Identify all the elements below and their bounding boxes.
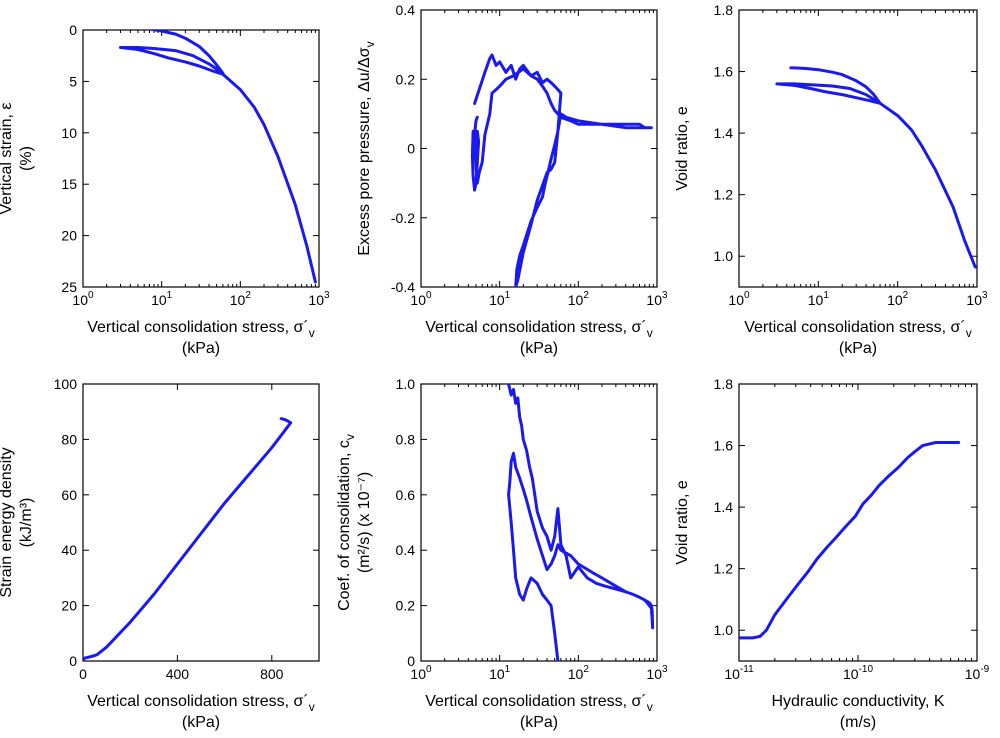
y-tick-label: 15 [61,176,77,192]
y-tick-label: 0 [407,141,415,157]
y-tick-label: -0.2 [391,210,415,226]
y-tick-label: 1.4 [714,125,734,141]
x-tick-label: 0 [79,666,87,682]
x-axis-label: (m/s) [840,714,876,731]
y-tick-label: 1.0 [396,376,416,392]
panel-p6: 10-11 10-10 10-9 1.0 1.2 1.4 1.6 1.8 Hydraulic c… [674,376,990,731]
y-axis-label: Void ratio, e [674,480,691,565]
x-tick-label: 100 [410,290,432,308]
plot-frame [420,9,658,288]
y-axis-label: (%) [18,146,35,171]
y-tick-label: 1.2 [714,187,734,203]
y-tick-label: 80 [61,431,77,447]
x-tick-label: 10-10 [843,664,873,682]
y-tick-label: 0.2 [396,71,416,87]
x-tick-label: 101 [151,290,173,308]
data-series-line [470,53,653,287]
x-tick-label: 101 [489,664,511,682]
y-tick-label: 20 [61,598,77,614]
x-tick-label: 102 [568,664,590,682]
x-tick-label: 100 [72,290,94,308]
x-tick-label: 101 [489,290,511,308]
x-axis-label: Vertical consolidation stress, σ´v [87,319,315,340]
y-axis-label: (m²/s) (x 10⁻⁷) [356,472,373,573]
y-axis-label: Excess pore pressure, Δu/Δσv [356,41,377,255]
x-axis-label: (kPa) [182,714,220,731]
x-tick-label: 10-9 [965,664,990,682]
plot-frame [420,383,658,662]
panel-p3: 100 101 102 103 1.0 1.2 1.4 1.6 1.8 Vertical cons… [674,2,988,357]
x-tick-label: 103 [308,290,330,308]
y-axis-label: Strain energy density [0,447,15,597]
x-axis-label: Hydraulic conductivity, K [771,693,944,710]
y-axis-label: Void ratio, e [674,106,691,191]
plot-frame [738,383,978,662]
y-tick-label: 20 [61,228,77,244]
x-tick-label: 103 [646,664,668,682]
y-tick-label: 0.6 [396,487,416,503]
x-axis-label: (kPa) [182,340,220,357]
y-tick-label: 1.8 [714,2,734,18]
x-tick-label: 102 [230,290,252,308]
y-tick-label: 1.0 [714,622,734,638]
x-axis-label: Vertical consolidation stress, σ´v [425,693,653,714]
y-tick-label: 1.6 [714,64,734,80]
x-tick-label: 400 [166,666,190,682]
y-axis-label: Vertical strain, ε [0,102,15,214]
panel-p1: 100 101 102 103 0 5 10 15 20 25 Vertical consolida… [0,22,330,357]
y-tick-label: -0.4 [391,279,415,295]
panel-p2: 100 101 102 103 -0.4 -0.2 0 0.2 0.4 Vertical cons… [356,2,668,357]
y-tick-label: 1.6 [714,438,734,454]
x-axis-label: (kPa) [839,340,877,357]
y-tick-label: 1.2 [714,561,734,577]
x-axis-label: Vertical consolidation stress, σ´v [744,319,972,340]
x-axis-label: Vertical consolidation stress, σ´v [425,319,653,340]
data-series-line [119,30,317,284]
data-series-line [775,66,977,269]
x-axis-label: (kPa) [520,714,558,731]
y-tick-label: 40 [61,542,77,558]
x-tick-label: 100 [410,664,432,682]
panel-p4: 0 400 800 0 20 40 60 80 100 Vertical consolidatio… [0,376,320,731]
y-tick-label: 0 [407,653,415,669]
y-tick-label: 60 [61,487,77,503]
x-tick-label: 102 [568,290,590,308]
y-tick-label: 0 [69,22,77,38]
y-tick-label: 10 [61,125,77,141]
y-tick-label: 0.4 [396,542,416,558]
plot-frame [738,9,978,288]
y-axis-label: (kJ/m³) [18,498,35,548]
y-tick-label: 0.8 [396,431,416,447]
y-tick-label: 100 [54,376,78,392]
y-tick-label: 0.2 [396,598,416,614]
data-series-line [507,384,655,661]
x-axis-label: (kPa) [520,340,558,357]
y-tick-label: 1.0 [714,248,734,264]
x-tick-label: 10-11 [724,664,754,682]
y-tick-label: 25 [61,279,77,295]
plot-frame [82,383,320,662]
y-axis-label: Coef. of consolidation, cv [336,434,357,611]
data-series-line [83,417,293,661]
x-axis-label: Vertical consolidation stress, σ´v [87,693,315,714]
y-tick-label: 0 [69,653,77,669]
panel-p5: 100 101 102 103 0 0.2 0.4 0.6 0.8 1.0 Vertical con… [336,376,668,731]
y-tick-label: 1.4 [714,499,734,515]
x-tick-label: 101 [808,290,830,308]
y-tick-label: 0.4 [396,2,416,18]
x-tick-label: 103 [966,290,988,308]
data-series-line [739,441,961,640]
x-tick-label: 102 [887,290,909,308]
x-tick-label: 800 [260,666,284,682]
plot-frame [82,29,320,288]
x-tick-label: 100 [728,290,750,308]
y-tick-label: 5 [69,73,77,89]
y-tick-label: 1.8 [714,376,734,392]
x-tick-label: 103 [646,290,668,308]
